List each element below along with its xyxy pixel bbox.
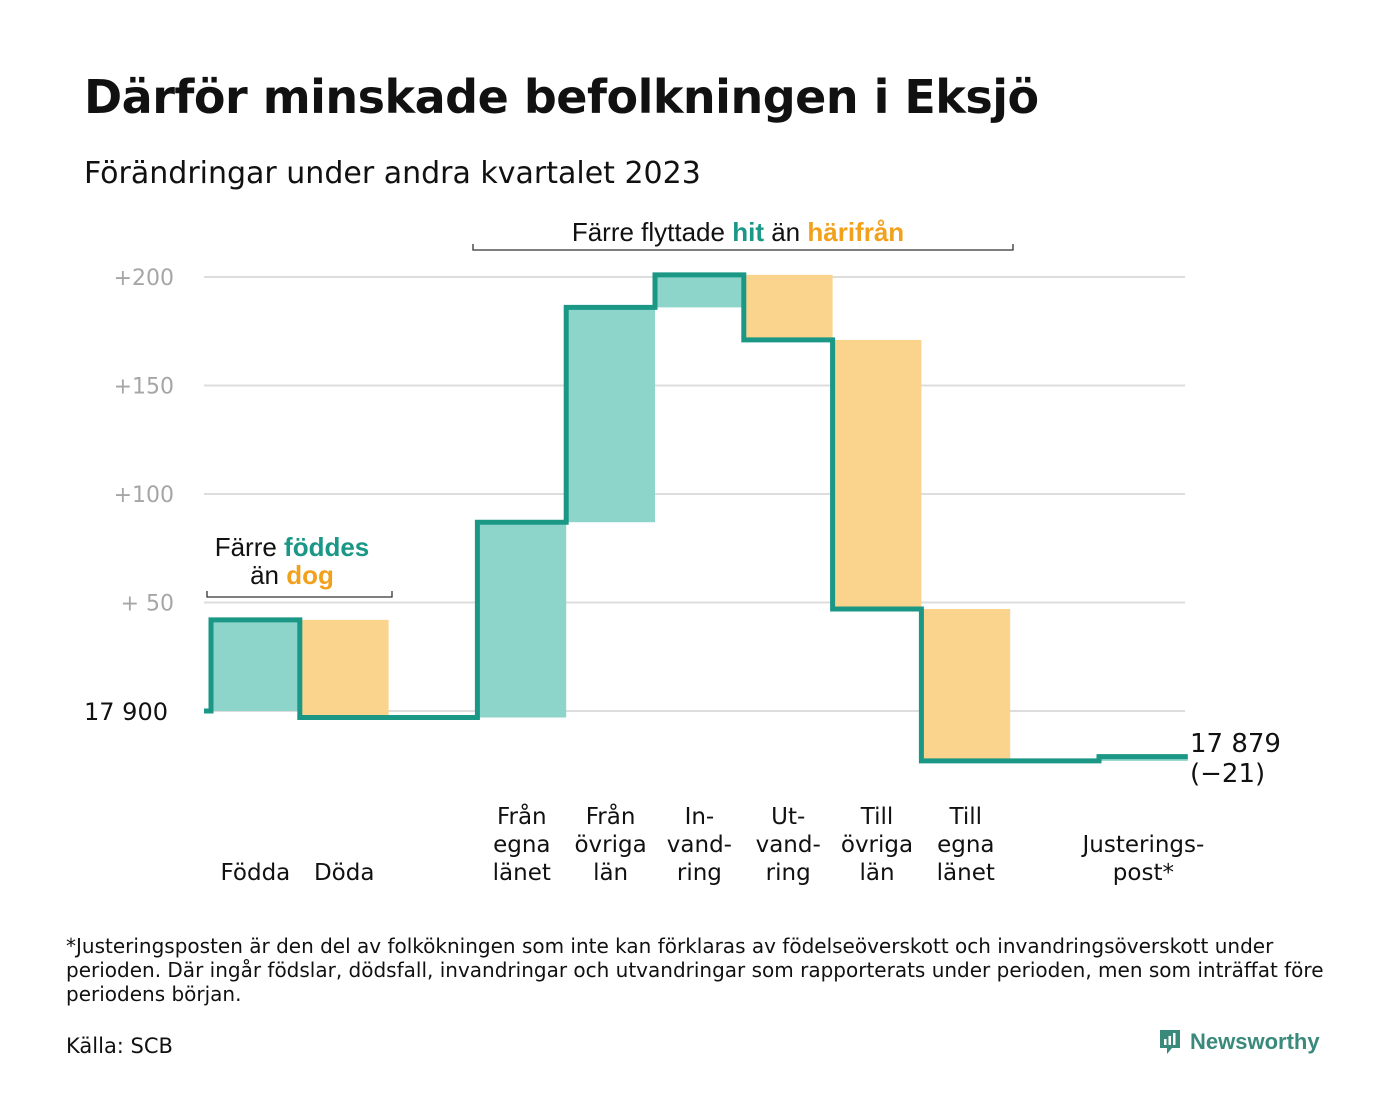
- y-axis-ticks: +200 +150 +100 + 50 17 900: [84, 266, 174, 726]
- x-axis-label: Till: [949, 804, 983, 830]
- annotation-highlight: föddes: [284, 532, 369, 562]
- annotation-highlight: dog: [286, 560, 334, 590]
- end-change-label: (−21): [1190, 759, 1265, 789]
- x-axis-label: ring: [766, 860, 811, 886]
- x-axis-label: Till: [860, 804, 894, 830]
- brand-name: Newsworthy: [1190, 1029, 1320, 1054]
- newsworthy-logo-icon: [1160, 1030, 1180, 1054]
- source-label: Källa: SCB: [66, 1034, 173, 1058]
- x-axis-label: Ut-: [771, 804, 805, 830]
- x-axis-label: län: [593, 860, 628, 886]
- step-line: [204, 272, 1188, 764]
- x-axis-label: Från: [586, 802, 636, 830]
- x-axis-label: län: [859, 860, 894, 886]
- bar-från-egna-länet: [477, 522, 567, 718]
- end-labels: 17 879(−21): [1190, 729, 1281, 789]
- annotation-text: än: [764, 217, 807, 247]
- births-annotation-line1: Färre föddes: [215, 532, 370, 562]
- annotation-text: Färre: [215, 532, 284, 562]
- x-axis-label: Från: [497, 802, 547, 830]
- annotation-highlight: hit: [732, 217, 764, 247]
- bar-från-övriga-län: [566, 307, 655, 523]
- x-axis-label: egna: [937, 832, 994, 858]
- y-tick-label: +100: [114, 483, 174, 508]
- x-axis-label: Döda: [314, 860, 374, 886]
- x-axis-label: vand-: [667, 832, 732, 858]
- bar-döda: [299, 619, 389, 718]
- bar-in--vand--ring: [655, 274, 744, 308]
- bar-till-övriga-län: [832, 339, 922, 610]
- annotation-text: än: [250, 560, 286, 590]
- x-axis-label: vand-: [756, 832, 821, 858]
- chart-title: Därför minskade befolkningen i Eksjö: [84, 70, 1039, 124]
- chart-subtitle: Förändringar under andra kvartalet 2023: [84, 156, 701, 191]
- bar-till-egna-länet: [921, 609, 1011, 761]
- x-axis-label: övriga: [574, 832, 646, 858]
- x-axis-label: övriga: [841, 832, 913, 858]
- x-axis-label: post*: [1113, 860, 1174, 886]
- end-value-label: 17 879: [1190, 729, 1281, 759]
- x-axis-label: Födda: [221, 860, 291, 886]
- x-axis-label: länet: [493, 860, 551, 886]
- bar-ut--vand--ring: [743, 274, 833, 340]
- y-tick-label: +150: [114, 375, 174, 400]
- x-axis-label: In-: [685, 804, 715, 830]
- x-axis-label: egna: [493, 832, 550, 858]
- start-value-label: 17 900: [84, 698, 168, 726]
- annotation-highlight: härifrån: [807, 217, 904, 247]
- x-axis-labels: Födda DödaFrånegnalänetFrånövrigalänIn-va…: [221, 802, 1205, 886]
- x-axis-label: ring: [677, 860, 722, 886]
- moves-bracket: [472, 244, 1014, 251]
- brand-logo: Newsworthy: [1158, 1028, 1320, 1056]
- x-axis-label: Justerings-: [1080, 832, 1204, 858]
- y-tick-label: + 50: [121, 592, 174, 617]
- bars: [211, 274, 1188, 761]
- annotation-text: Färre flyttade: [572, 217, 732, 247]
- births-bracket: [206, 591, 393, 598]
- bar-födda: [211, 619, 300, 711]
- footnote: *Justeringsposten är den del av folkökni…: [66, 934, 1324, 1006]
- moves-annotation: Färre flyttade hit än härifrån: [572, 217, 904, 247]
- y-tick-label: +200: [114, 266, 174, 291]
- x-axis-label: länet: [937, 860, 995, 886]
- waterfall-step-line: [204, 272, 1188, 764]
- births-annotation-line2: än dog: [250, 560, 334, 590]
